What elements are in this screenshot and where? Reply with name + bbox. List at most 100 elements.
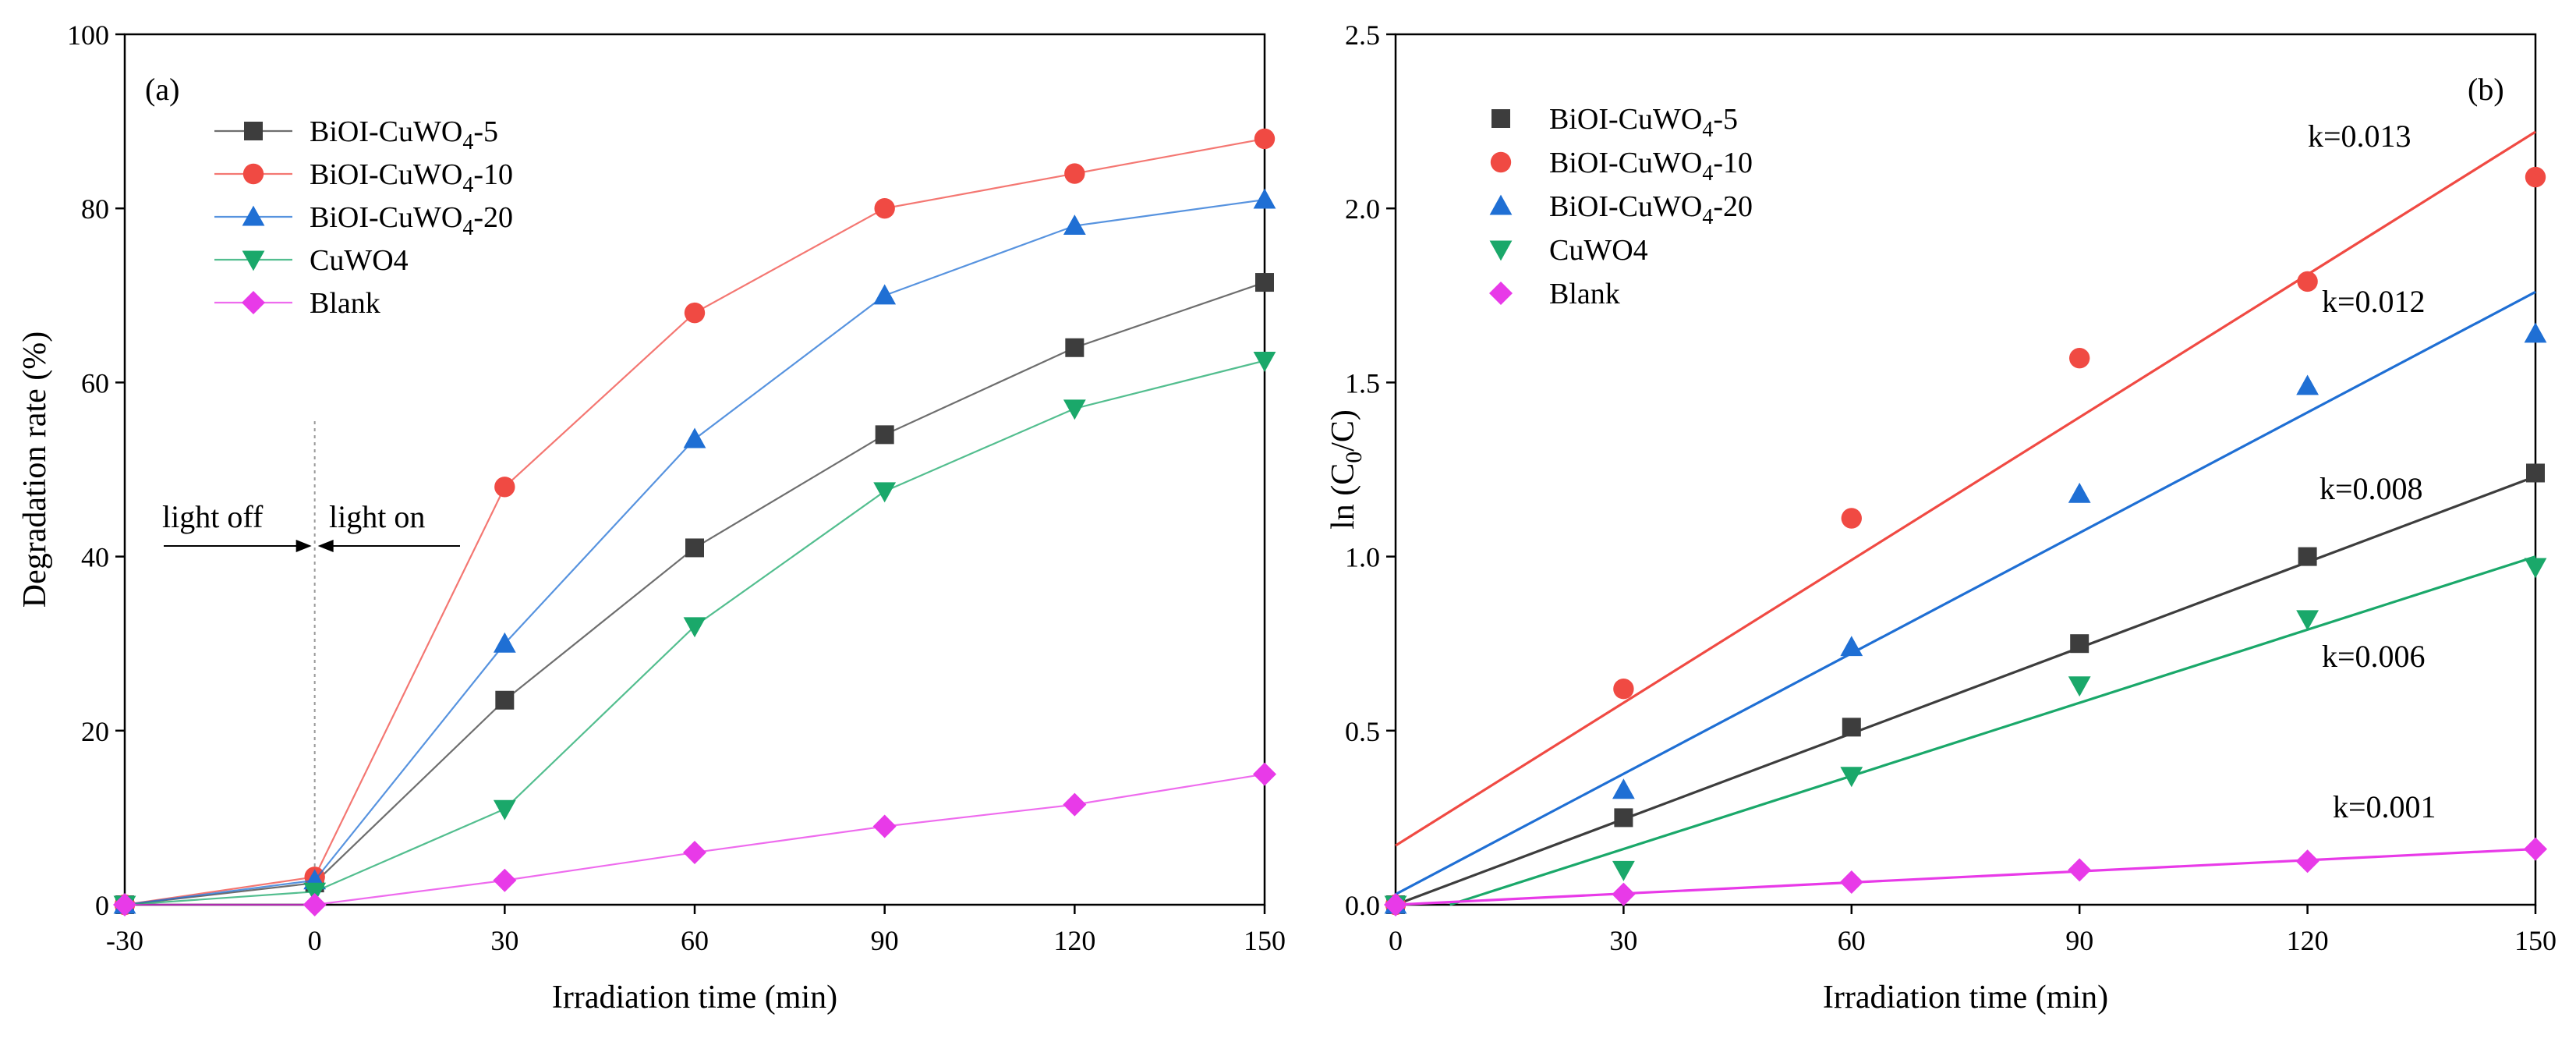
- legend-marker: [242, 250, 265, 271]
- rate-constant-label: k=0.012: [2322, 284, 2426, 319]
- data-point: [2297, 271, 2318, 292]
- y-tick-label: 2.5: [1345, 19, 1380, 51]
- y-axis-title-subscript: 0: [1341, 452, 1367, 463]
- y-axis-title-end: /C): [1325, 409, 1361, 452]
- legend-label-subscript: 4: [1702, 118, 1713, 142]
- data-point: [1255, 273, 1274, 292]
- fit-line: [1395, 847, 2536, 906]
- data-point: [2298, 547, 2317, 566]
- legend-label: BiOI-CuWO4-10: [310, 158, 513, 197]
- data-point: [683, 841, 706, 865]
- fit-line: [1395, 130, 2536, 847]
- data-point: [1612, 778, 1635, 799]
- data-point: [1839, 870, 1863, 894]
- data-point: [2296, 610, 2319, 631]
- rate-constant-label: k=0.006: [2322, 639, 2426, 674]
- x-tick-label: 150: [2514, 925, 2557, 956]
- y-tick-label: 40: [81, 542, 109, 573]
- plot-frame: [123, 33, 1266, 906]
- fit-line: [1449, 555, 2536, 906]
- fit-line: [1395, 290, 2536, 896]
- y-tick-label: 60: [81, 367, 109, 399]
- legend-label-subscript: 4: [462, 216, 473, 240]
- legend-label-name: BiOI-CuWO: [310, 158, 462, 191]
- legend-label-name: BiOI-CuWO: [1549, 190, 1702, 223]
- legend-label-suffix: -20: [1713, 190, 1753, 223]
- data-point: [1065, 338, 1085, 357]
- fit-line: [1395, 475, 2536, 906]
- legend-label: BiOI-CuWO4-5: [1549, 103, 1738, 142]
- data-point: [1253, 762, 1276, 786]
- data-point: [1840, 636, 1863, 657]
- legend-label: Blank: [310, 287, 380, 320]
- legend-marker: [1489, 194, 1513, 215]
- y-axis-title: ln (C0/C): [1325, 409, 1367, 530]
- y-tick-label: 0: [95, 890, 109, 921]
- data-point: [683, 427, 706, 448]
- legend-label-suffix: -5: [473, 115, 498, 148]
- data-point: [1612, 860, 1635, 881]
- data-point: [1613, 679, 1634, 700]
- data-point: [1253, 188, 1276, 209]
- data-point: [2295, 849, 2319, 874]
- legend-label-name: BiOI-CuWO: [1549, 147, 1702, 179]
- y-axis-title: Degradation rate (%): [17, 331, 53, 608]
- data-point: [874, 198, 895, 219]
- y-tick-label: 100: [67, 19, 109, 51]
- data-point: [685, 538, 704, 558]
- x-tick-label: 120: [2287, 925, 2329, 956]
- data-point: [683, 617, 706, 638]
- rate-constant-label: k=0.013: [2308, 119, 2411, 154]
- panel-label: (a): [145, 72, 179, 107]
- legend-label-suffix: -20: [473, 201, 513, 234]
- light-off-label: light off: [162, 499, 264, 534]
- y-tick-label: 1.0: [1345, 542, 1380, 573]
- y-tick-label: 1.5: [1345, 367, 1380, 399]
- data-point: [873, 284, 897, 305]
- x-tick-label: 30: [490, 925, 518, 956]
- data-point: [494, 477, 515, 498]
- legend-marker: [242, 205, 265, 226]
- legend-label-suffix: -10: [473, 158, 513, 191]
- panel-label: (b): [2468, 72, 2504, 107]
- x-tick-label: 60: [681, 925, 709, 956]
- data-point: [1064, 163, 1085, 184]
- data-point: [2068, 858, 2092, 882]
- x-tick-label: 120: [1053, 925, 1095, 956]
- data-point: [1063, 399, 1086, 420]
- data-point: [303, 893, 327, 916]
- light-off-arrowhead: [295, 540, 312, 552]
- data-point: [493, 868, 517, 892]
- data-point: [2070, 634, 2089, 654]
- legend-label: CuWO4: [310, 244, 409, 277]
- x-tick-label: 90: [871, 925, 899, 956]
- data-point: [1063, 214, 1086, 236]
- rate-constant-label: k=0.008: [2319, 471, 2423, 506]
- legend-label-subscript: 4: [1702, 161, 1713, 186]
- data-point: [872, 814, 897, 838]
- data-point: [1063, 792, 1087, 817]
- y-tick-label: 20: [81, 716, 109, 747]
- data-point: [2525, 166, 2546, 188]
- legend-marker: [1490, 151, 1512, 173]
- x-tick-label: 90: [2065, 925, 2093, 956]
- x-tick-label: 150: [1244, 925, 1286, 956]
- data-point: [875, 425, 894, 445]
- x-axis-title: Irradiation time (min): [552, 980, 837, 1015]
- data-point: [1840, 767, 1863, 788]
- data-point: [2068, 676, 2091, 697]
- legend-label: BiOI-CuWO4-20: [310, 201, 513, 240]
- legend-label-name: BiOI-CuWO: [310, 115, 462, 148]
- legend-marker: [244, 122, 263, 140]
- legend-label-name: Blank: [310, 287, 380, 320]
- data-point: [2296, 374, 2319, 395]
- legend-label-subscript: 4: [462, 130, 473, 154]
- data-point: [2526, 463, 2545, 483]
- data-point: [1612, 882, 1636, 906]
- x-tick-label: -30: [106, 925, 143, 956]
- legend-label: BiOI-CuWO4-20: [1549, 190, 1753, 229]
- legend-label-name: CuWO4: [1549, 234, 1648, 267]
- legend-label: Blank: [1549, 278, 1620, 310]
- legend-label: BiOI-CuWO4-10: [1549, 147, 1753, 186]
- legend-label-subscript: 4: [1702, 205, 1713, 229]
